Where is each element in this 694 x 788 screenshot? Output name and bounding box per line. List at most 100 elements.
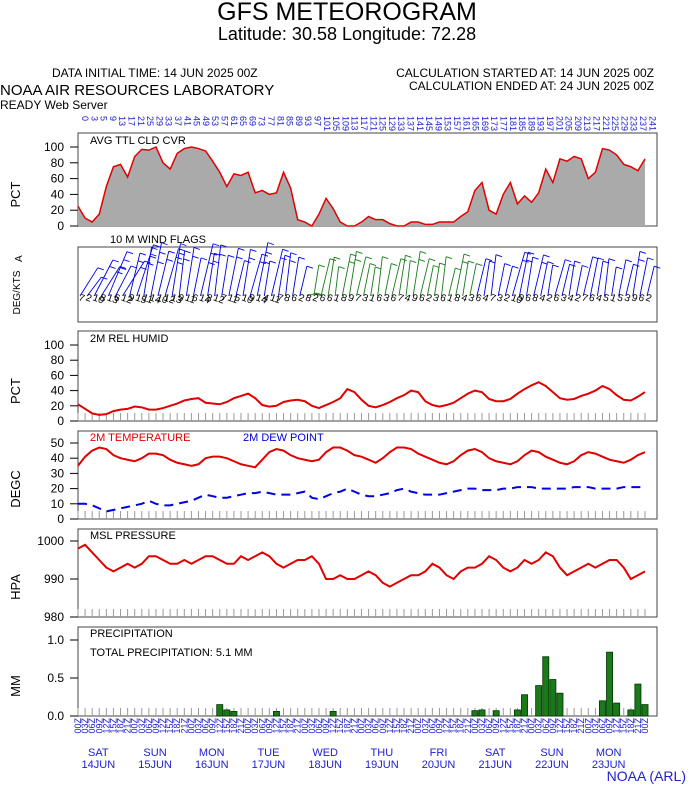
wind-barb-tick bbox=[193, 247, 201, 250]
angle-label: 21 bbox=[136, 116, 146, 126]
wind-speed-label: 7 bbox=[219, 292, 228, 304]
precip-bar bbox=[478, 709, 486, 717]
precip-bar bbox=[641, 704, 649, 717]
precip-total: TOTAL PRECIPITATION: 5.1 MM bbox=[90, 647, 253, 659]
pressure-title: MSL PRESSURE bbox=[90, 530, 176, 542]
angle-label: 201 bbox=[554, 116, 564, 131]
wind-speed-label: 9 bbox=[630, 292, 639, 304]
wind-barb bbox=[526, 257, 534, 297]
wind-speed-label: 2 bbox=[545, 292, 554, 304]
wind-barb-tick bbox=[280, 257, 287, 261]
angle-label: 161 bbox=[461, 116, 471, 131]
hour-label: 15Z bbox=[335, 718, 345, 734]
rel-humid-title: 2M REL HUMID bbox=[90, 333, 168, 345]
wind-speed-label: 8 bbox=[304, 292, 313, 304]
wind-speed-label: 6 bbox=[417, 292, 426, 304]
precip-bar bbox=[606, 651, 614, 717]
wind-speed-label: 3 bbox=[467, 292, 476, 304]
wind-barb-tick bbox=[153, 244, 160, 248]
wind-speed-label: 5 bbox=[233, 292, 242, 304]
wind-barb bbox=[278, 255, 286, 297]
temp-ytick: 10 bbox=[51, 497, 65, 511]
wind-speed-label: 1 bbox=[332, 292, 341, 304]
hour-label: 03Z bbox=[193, 718, 203, 734]
wind-barb bbox=[207, 253, 215, 297]
wind-barb bbox=[143, 247, 152, 297]
wind-barb-tick bbox=[228, 254, 235, 258]
angle-label: 145 bbox=[424, 116, 434, 131]
wind-barb bbox=[540, 261, 548, 297]
wind-barb-tick bbox=[289, 260, 296, 263]
wind-barb bbox=[150, 242, 162, 297]
wind-speed-label: 9 bbox=[176, 292, 185, 304]
wind-barb-tick bbox=[543, 254, 550, 258]
wind-barb bbox=[214, 244, 222, 297]
wind-barb-tick bbox=[212, 260, 220, 264]
angle-label: 0 bbox=[80, 116, 90, 121]
angle-label: 85 bbox=[285, 116, 295, 126]
wind-speed-label: 1 bbox=[368, 292, 377, 304]
precip-bar bbox=[216, 704, 224, 717]
wind-barb-tick bbox=[391, 263, 398, 267]
hour-label: 18Z bbox=[399, 718, 409, 734]
calc-started: CALCULATION STARTED AT: 14 JUN 2025 00Z bbox=[396, 66, 654, 80]
wind-barb-tick bbox=[267, 242, 274, 246]
angle-label: 173 bbox=[489, 116, 499, 131]
wind-barb-tick bbox=[184, 250, 191, 254]
wind-barb bbox=[178, 250, 186, 297]
wind-speed-label: 6 bbox=[318, 292, 327, 304]
wind-barb-tick bbox=[265, 251, 273, 255]
wind-barb bbox=[646, 266, 655, 297]
wind-barb bbox=[313, 264, 320, 297]
angle-label: 153 bbox=[443, 116, 453, 131]
wind-speed-label: 9 bbox=[127, 292, 136, 304]
wind-speed-label: 3 bbox=[382, 292, 391, 304]
data-initial-time: DATA INITIAL TIME: 14 JUN 2025 00Z bbox=[52, 66, 258, 80]
wind-barb bbox=[221, 255, 229, 297]
angle-label: 121 bbox=[368, 116, 378, 131]
wind-barb bbox=[561, 264, 571, 297]
wind-speed-label: 2 bbox=[424, 292, 433, 304]
wind-barb-tick bbox=[639, 250, 647, 254]
hour-label: 09Z bbox=[434, 718, 444, 734]
angle-label: 41 bbox=[182, 116, 192, 126]
angle-label: 105 bbox=[331, 116, 341, 131]
hour-label: 09Z bbox=[94, 718, 104, 734]
wind-barb-tick bbox=[157, 261, 164, 265]
wind-speed-label: 12 bbox=[119, 292, 134, 306]
wind-barb bbox=[419, 258, 430, 297]
wind-barb bbox=[171, 243, 181, 297]
hour-label: 21Z bbox=[123, 718, 133, 734]
wind-barb-tick bbox=[369, 263, 377, 267]
angle-label: 3 bbox=[89, 116, 99, 121]
wind-barb-tick bbox=[120, 267, 127, 271]
angle-label: 33 bbox=[164, 116, 174, 126]
wind-speed-label: 3 bbox=[623, 292, 632, 304]
angle-label: 141 bbox=[415, 116, 425, 131]
wind-barb-tick bbox=[244, 260, 251, 263]
wind-barb bbox=[341, 253, 352, 297]
hour-label: 06Z bbox=[541, 718, 551, 734]
wind-barb bbox=[582, 256, 594, 297]
wind-barb bbox=[107, 251, 128, 297]
precip-bar bbox=[223, 709, 231, 717]
wind-barb bbox=[86, 276, 102, 297]
hour-label: 00Z bbox=[186, 718, 196, 734]
wind-speed-label: 9 bbox=[247, 292, 256, 304]
wind-barb bbox=[292, 257, 300, 297]
hour-label: 09Z bbox=[378, 718, 388, 734]
pressure-ytick: 990 bbox=[44, 572, 64, 586]
angle-label: 129 bbox=[387, 116, 397, 131]
wind-barb-tick bbox=[528, 251, 535, 255]
wind-barb bbox=[370, 266, 376, 297]
precip-bar bbox=[521, 694, 528, 717]
precip-bar bbox=[549, 679, 557, 717]
wind-barb-tick bbox=[512, 265, 519, 269]
wind-barb-tick bbox=[219, 253, 226, 257]
wind-barb-tick bbox=[476, 263, 483, 267]
hour-label: 09Z bbox=[208, 718, 218, 734]
wind-barb-tick bbox=[151, 247, 158, 250]
wind-speed-label: 7 bbox=[396, 292, 405, 304]
wind-barb bbox=[377, 256, 383, 297]
rel-humid-ytick: 60 bbox=[51, 368, 65, 382]
